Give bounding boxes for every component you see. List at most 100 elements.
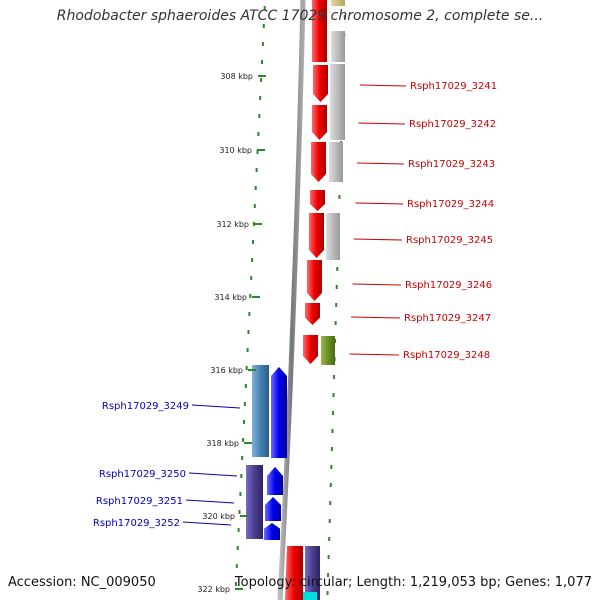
ring-dot <box>250 276 253 280</box>
label-leader-line <box>188 472 238 477</box>
ring-dot <box>239 492 242 496</box>
tick-mark <box>257 149 265 151</box>
ring-dot <box>335 303 338 307</box>
position-ticks: 308 kbp 310 kbp 312 kbp 314 kbp 316 kbp 318 k… <box>197 72 266 594</box>
gene-arrow-Rsph17029_3251 <box>265 497 281 521</box>
gene-label-Rsph17029_3248[interactable]: Rsph17029_3248 <box>403 350 490 361</box>
tick-mark <box>240 515 248 517</box>
gene-arrow <box>285 546 303 600</box>
label-leader-line <box>358 122 406 125</box>
tick-label: 308 kbp <box>220 72 253 81</box>
ring-dot <box>244 384 247 388</box>
label-leader-line <box>353 238 403 241</box>
cog-block <box>321 336 335 365</box>
label-leader-line <box>352 283 402 286</box>
cog-block <box>329 142 343 182</box>
gene-label-Rsph17029_3241[interactable]: Rsph17029_3241 <box>410 81 497 92</box>
tick-label: 318 kbp <box>206 439 239 448</box>
label-leader-line <box>182 521 232 526</box>
label-leader-line <box>356 162 405 165</box>
ring-dot <box>251 258 254 262</box>
ring-dot <box>256 150 259 154</box>
gene-arrow-Rsph17029_3252 <box>264 523 280 540</box>
cog-block <box>305 546 320 600</box>
gene-label-Rsph17029_3249[interactable]: Rsph17029_3249 <box>102 401 189 412</box>
ring-dot <box>331 429 334 433</box>
gene-label-Rsph17029_3251[interactable]: Rsph17029_3251 <box>96 496 183 507</box>
ring-dot <box>262 24 265 28</box>
ring-dot <box>253 204 256 208</box>
gene-label-Rsph17029_3252[interactable]: Rsph17029_3252 <box>93 518 180 529</box>
gene-arrow-Rsph17029_3243 <box>311 142 326 182</box>
ring-dot <box>336 267 339 271</box>
tick-mark <box>248 369 256 371</box>
ring-dot <box>261 42 264 46</box>
label-leader-line <box>349 353 400 356</box>
gene-arrow-Rsph17029_3248 <box>303 335 318 364</box>
gene-label-Rsph17029_3250[interactable]: Rsph17029_3250 <box>99 469 186 480</box>
label-leader-line <box>191 404 241 409</box>
forward-strand-genes <box>285 0 327 600</box>
label-leader-line <box>350 316 401 319</box>
ring-dot <box>261 60 263 64</box>
ring-dot <box>234 582 237 586</box>
tick-label: 314 kbp <box>214 293 247 302</box>
gene-label-Rsph17029_3246[interactable]: Rsph17029_3246 <box>405 280 492 291</box>
cog-ring <box>246 0 345 600</box>
tick-mark <box>254 223 262 225</box>
ring-dot <box>249 294 252 298</box>
ring-dot <box>338 195 341 199</box>
gene-label-Rsph17029_3247[interactable]: Rsph17029_3247 <box>404 313 491 324</box>
gene-arrow-Rsph17029_3247 <box>305 303 320 325</box>
ring-dot <box>248 312 251 316</box>
map-title: Rhodobacter sphaeroides ATCC 17029 chrom… <box>56 8 544 24</box>
ring-dot <box>334 339 337 343</box>
ring-dot <box>243 402 246 406</box>
tick-label: 316 kbp <box>210 366 243 375</box>
ring-dot <box>255 168 258 172</box>
cog-block <box>303 592 317 600</box>
chromosome-backbone <box>277 0 306 600</box>
gene-label-Rsph17029_3244[interactable]: Rsph17029_3244 <box>407 199 494 210</box>
ring-dot <box>254 186 257 190</box>
gene-label-Rsph17029_3242[interactable]: Rsph17029_3242 <box>409 119 496 130</box>
ring-dot <box>327 573 330 577</box>
ring-dot <box>332 393 335 397</box>
ring-dot <box>330 465 333 469</box>
ring-dot <box>245 366 248 370</box>
ring-dot <box>236 546 239 550</box>
gene-label-Rsph17029_3245[interactable]: Rsph17029_3245 <box>406 235 493 246</box>
accession-text: Accession: NC_009050 <box>8 575 156 590</box>
ring-dot <box>333 375 336 379</box>
genome-summary: Topology: circular; Length: 1,219,053 bp… <box>234 575 592 590</box>
gene-label-Rsph17029_3243[interactable]: Rsph17029_3243 <box>408 159 495 170</box>
ring-dot <box>260 78 263 82</box>
forward-gene-arrows <box>303 65 328 364</box>
ring-dot <box>246 348 249 352</box>
ring-dot <box>329 483 332 487</box>
gene-arrow-Rsph17029_3242 <box>312 105 327 140</box>
ring-dot <box>252 240 254 244</box>
ring-dot <box>235 564 238 568</box>
ring-dot <box>238 510 241 514</box>
ring-dot <box>258 114 261 118</box>
ring-dot <box>331 411 334 415</box>
cog-block <box>330 64 345 140</box>
gene-arrow-Rsph17029_3246 <box>307 260 322 301</box>
ring-dot <box>259 96 262 100</box>
ring-dot <box>243 420 245 424</box>
tick-mark <box>258 75 266 77</box>
cog-block <box>246 465 263 539</box>
tick-label: 312 kbp <box>216 220 249 229</box>
forward-gene-labels: Rsph17029_3241 Rsph17029_3242 Rsph17029_32… <box>349 81 497 361</box>
ring-dot <box>240 474 243 478</box>
gene-arrow <box>312 0 327 62</box>
ring-dot <box>335 285 338 289</box>
gene-arrow-Rsph17029_3241 <box>313 65 328 102</box>
ring-dot <box>263 6 266 10</box>
ring-dot <box>242 438 245 442</box>
gene-arrow-Rsph17029_3244 <box>310 190 325 211</box>
tick-mark <box>235 588 243 590</box>
ring-dot <box>334 321 337 325</box>
